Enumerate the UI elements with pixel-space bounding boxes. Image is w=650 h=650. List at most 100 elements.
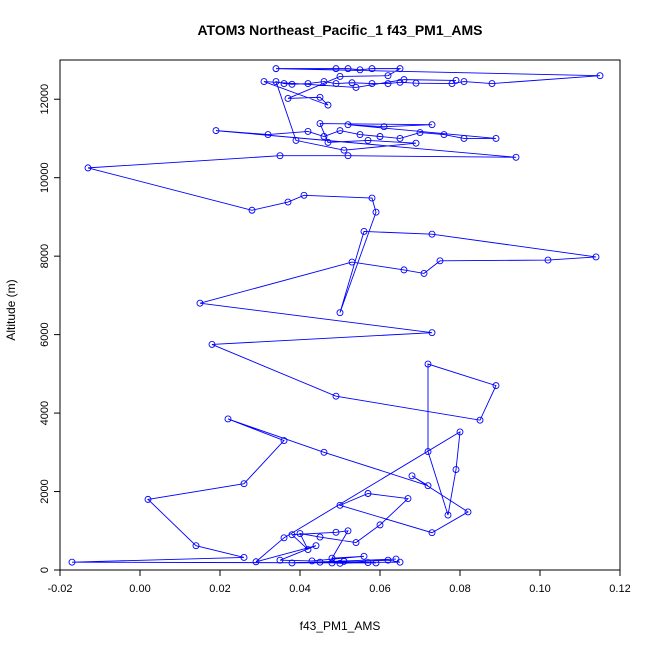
data-point [464,508,472,516]
data-point [332,392,340,400]
data-point [280,80,288,87]
data-point [264,131,272,138]
data-point [212,127,220,135]
data-point [240,480,248,488]
plot-frame [59,59,621,571]
data-point [84,164,92,172]
data-point [452,76,460,84]
data-point [460,135,468,142]
data-point [456,428,464,436]
y-tick-label: 6000 [39,322,51,346]
data-point [400,76,408,84]
data-point [544,256,552,264]
data-point [368,194,376,202]
data-point [396,65,404,73]
x-tick-label: -0.02 [47,583,72,595]
data-point [420,269,428,277]
x-tick-label: 0.04 [289,583,310,595]
data-point [304,127,312,135]
data-point [424,448,432,455]
data-point [364,136,372,144]
data-point [316,93,324,101]
x-tick-label: 0.08 [449,583,470,595]
data-point [380,123,388,131]
data-point [412,79,420,87]
data-point [320,133,328,140]
x-tick-label: 0.02 [209,583,230,595]
data-point [428,529,436,537]
data-point [340,557,348,565]
data-point [348,258,356,266]
data-point [344,121,352,129]
data-point [336,559,344,567]
data-point [376,133,384,140]
data-point [364,559,372,566]
data-point [144,495,152,503]
data-point [476,416,484,424]
y-tick-label: 0 [39,567,51,573]
data-point [336,309,344,317]
data-point [336,73,344,80]
data-point [344,65,352,73]
data-point [352,84,360,91]
data-point [280,534,288,542]
data-point [424,482,432,490]
data-point [288,559,296,567]
y-axis: 0 2000 4000 6000 8000 10000 12000 [39,84,60,573]
data-point [376,521,384,529]
data-point [332,65,340,73]
data-point [592,253,600,261]
data-point [276,152,284,160]
data-point [276,556,284,564]
data-point [344,152,352,160]
data-point [224,415,232,423]
data-point [368,80,376,87]
data-point [284,94,292,102]
series-points [68,65,604,567]
y-tick-label: 12000 [39,84,51,115]
x-axis-label: f43_PM1_AMS [300,619,381,633]
data-point [332,528,340,536]
data-point [436,257,444,265]
data-point [252,558,260,566]
data-point [336,501,344,509]
data-point [400,266,408,274]
data-point [348,79,356,87]
data-point [412,139,420,147]
data-point [292,136,300,144]
data-point [296,530,304,537]
data-point [404,495,412,503]
data-point [384,80,392,87]
y-tick-label: 4000 [39,401,51,425]
data-point [428,121,436,129]
data-point [316,558,324,566]
data-point [272,78,280,86]
data-point [280,437,288,444]
data-point [320,78,328,86]
data-point [316,533,324,541]
data-point [340,146,348,154]
data-point [488,80,496,87]
data-point [308,557,316,565]
data-point [428,329,436,337]
data-point [492,135,500,142]
data-point [372,208,380,216]
data-point [408,472,416,480]
data-point [260,78,268,86]
data-point [368,65,376,73]
data-point [324,101,332,109]
x-tick-label: 0.00 [129,583,150,595]
data-point [324,138,332,146]
data-point [452,466,460,474]
data-point [336,127,344,135]
data-point [396,558,404,566]
y-tick-label: 10000 [39,162,51,193]
data-point [356,66,364,74]
chart-title: ATOM3 Northeast_Pacific_1 f43_PM1_AMS [197,22,482,38]
data-point [492,382,500,390]
data-point [512,153,520,161]
data-point [444,511,452,519]
data-point [240,553,248,561]
data-point [328,554,336,562]
